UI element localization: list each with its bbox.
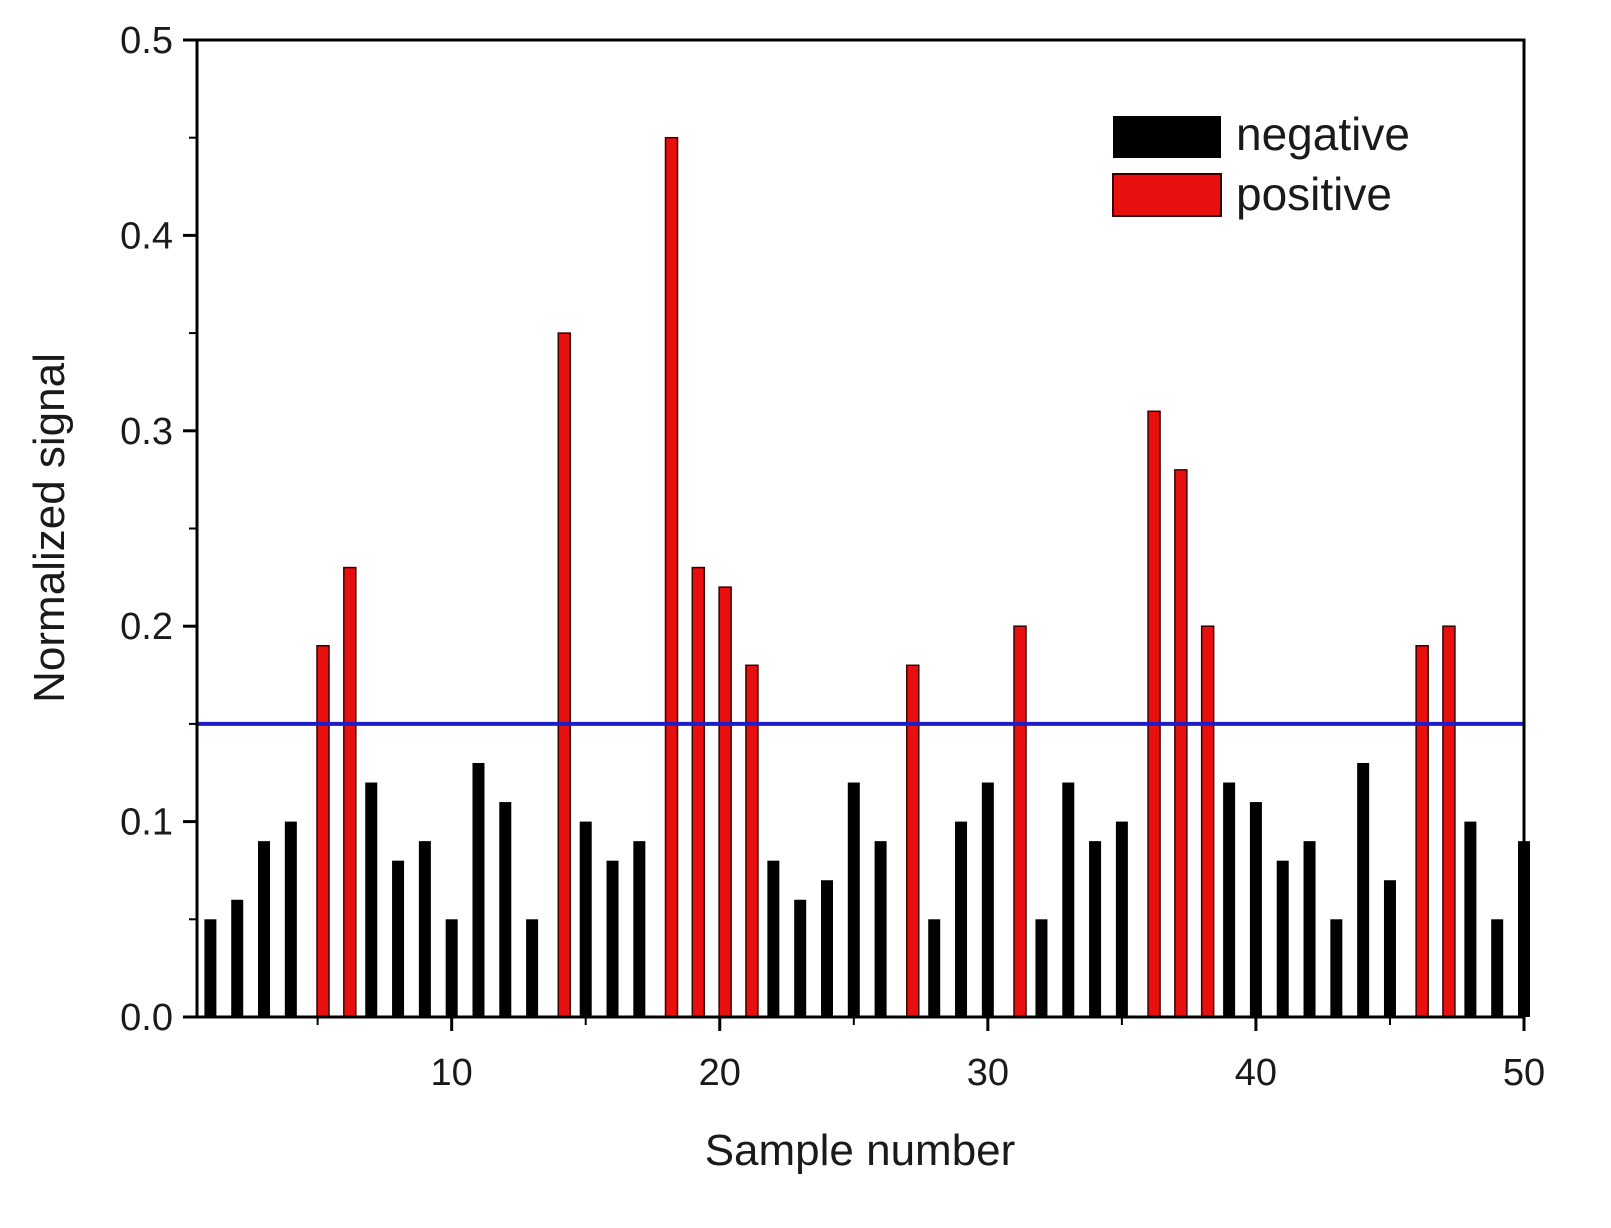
legend: negative positive	[1112, 108, 1410, 220]
y-axis-title: Normalized signal	[25, 353, 74, 703]
y-tick-label-1: 0.1	[120, 802, 173, 844]
bar-negative-29	[1303, 841, 1316, 1017]
bar-negative-14	[767, 860, 780, 1017]
x-tick-label-3: 40	[1235, 1052, 1277, 1094]
bar-negative-27	[1249, 802, 1262, 1017]
bar-negative-32	[1383, 880, 1396, 1017]
bar-positive-8	[1013, 625, 1027, 1018]
legend-swatch-negative	[1113, 116, 1221, 158]
bar-positive-13	[1442, 625, 1456, 1018]
bar-negative-9	[499, 802, 512, 1017]
bar-positive-6	[745, 664, 759, 1018]
bar-negative-22	[1035, 919, 1048, 1017]
ticks-group: 0.0 0.1 0.2 0.3 0.4 0.5 10 20 30 40 50	[120, 20, 1545, 1094]
y-tick-label-2: 0.2	[120, 606, 173, 648]
bar-negative-26	[1223, 782, 1236, 1017]
bar-positive-4	[691, 566, 706, 1018]
bar-negative-24	[1089, 841, 1102, 1017]
y-tick-label-3: 0.3	[120, 411, 173, 453]
bar-positive-5	[718, 586, 732, 1018]
bar-negative-0	[204, 919, 217, 1017]
x-axis-title: Sample number	[705, 1126, 1016, 1175]
legend-swatch-positive	[1112, 173, 1222, 217]
bar-negative-25	[1115, 821, 1128, 1017]
bar-negative-10	[526, 919, 539, 1017]
x-tick-label-2: 30	[967, 1052, 1009, 1094]
x-tick-label-1: 20	[699, 1052, 741, 1094]
bar-negative-6	[418, 841, 431, 1017]
bar-positive-1	[343, 566, 357, 1018]
y-tick-label-0: 0.0	[120, 997, 173, 1039]
bar-positive-9	[1147, 410, 1161, 1018]
bar-positive-10	[1174, 469, 1188, 1018]
bar-negative-12	[606, 860, 619, 1017]
bar-negative-31	[1357, 762, 1370, 1017]
bar-negative-3	[284, 821, 297, 1017]
y-tick-label-4: 0.4	[120, 215, 173, 257]
bar-negative-17	[847, 782, 860, 1017]
bar-negative-1	[231, 899, 244, 1017]
bar-negative-34	[1491, 919, 1504, 1017]
bar-positive-3	[664, 136, 679, 1018]
bar-positive-12	[1415, 644, 1429, 1018]
bar-negative-18	[874, 841, 887, 1017]
bar-negative-5	[392, 860, 405, 1017]
bars-group	[204, 136, 1530, 1018]
x-tick-label-4: 50	[1503, 1052, 1545, 1094]
bar-negative-33	[1464, 821, 1477, 1017]
y-tick-label-5: 0.5	[120, 20, 173, 62]
bar-negative-30	[1330, 919, 1343, 1017]
bar-negative-16	[820, 880, 833, 1017]
bar-negative-23	[1062, 782, 1075, 1017]
bar-negative-28	[1276, 860, 1289, 1017]
legend-label-positive: positive	[1236, 168, 1392, 220]
bar-negative-11	[579, 821, 592, 1017]
bar-negative-15	[794, 899, 807, 1017]
bar-negative-2	[258, 841, 271, 1017]
bar-positive-7	[906, 664, 920, 1018]
bar-positive-11	[1200, 625, 1215, 1018]
bar-positive-0	[316, 644, 330, 1018]
bar-negative-20	[955, 821, 968, 1017]
bar-negative-21	[981, 782, 994, 1017]
bar-negative-7	[445, 919, 458, 1017]
bar-negative-8	[472, 762, 485, 1017]
x-tick-label-0: 10	[431, 1052, 473, 1094]
bar-negative-19	[928, 919, 941, 1017]
legend-label-negative: negative	[1236, 108, 1410, 160]
bar-negative-4	[365, 782, 378, 1017]
bar-negative-13	[633, 841, 646, 1017]
bar-positive-2	[557, 332, 572, 1018]
